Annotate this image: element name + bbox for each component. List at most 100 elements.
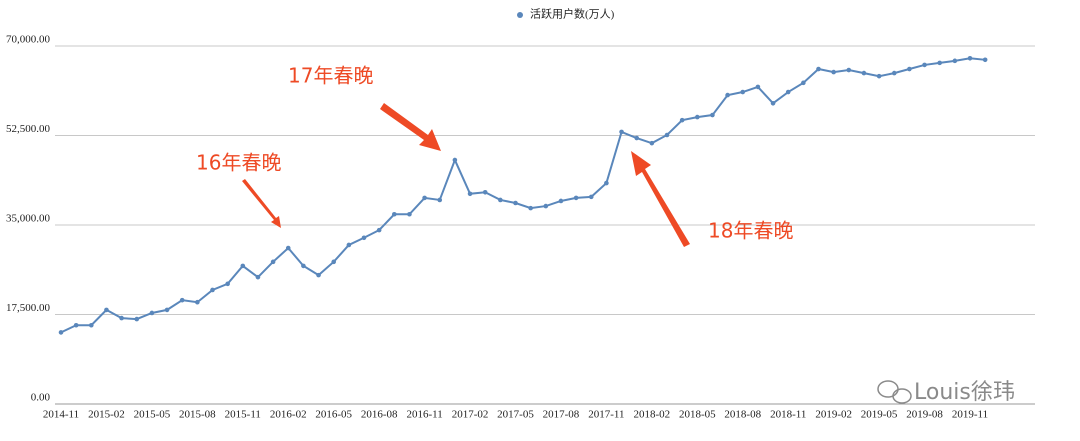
x-tick-label: 2018-11 (770, 409, 806, 421)
marker (967, 55, 973, 61)
legend-marker (517, 12, 523, 18)
marker (482, 189, 488, 195)
marker (422, 195, 427, 201)
marker (513, 200, 518, 206)
x-tick-label: 2015-02 (88, 409, 125, 421)
marker (937, 60, 942, 66)
x-tick-label: 2015-11 (225, 409, 261, 421)
marker (498, 197, 503, 203)
marker (437, 197, 443, 203)
arrow (380, 103, 441, 151)
arrow (242, 179, 281, 228)
x-tick-label: 2019-02 (815, 409, 852, 421)
y-tick-label: 17,500.00 (6, 302, 51, 314)
marker (301, 263, 306, 269)
marker (846, 67, 852, 73)
y-tick-label: 52,500.00 (6, 123, 51, 135)
marker (89, 322, 94, 328)
x-tick-label: 2015-05 (134, 409, 171, 421)
marker (695, 114, 700, 120)
marker (225, 281, 230, 287)
x-tick-label: 2017-11 (588, 409, 624, 421)
watermark: Louis徐玮 (914, 380, 1015, 405)
watermark-icon (877, 380, 912, 404)
marker (528, 205, 533, 211)
x-tick-label: 2016-05 (315, 409, 352, 421)
marker (270, 259, 276, 265)
annotation: 17年春晚 (288, 64, 373, 88)
marker (255, 274, 261, 280)
legend-label: 活跃用户数(万人) (530, 7, 615, 21)
x-tick-label: 2019-11 (952, 409, 988, 421)
marker (573, 195, 579, 201)
marker (634, 135, 639, 141)
line (60, 57, 986, 334)
marker (316, 272, 321, 278)
marker (725, 92, 730, 98)
arrow (631, 151, 690, 247)
marker (604, 180, 609, 186)
marker (210, 287, 215, 293)
marker (452, 157, 458, 163)
marker (785, 89, 791, 95)
marker (179, 297, 185, 303)
marker (331, 259, 337, 265)
marker (285, 245, 291, 251)
plot: 0.00 17,500.00 35,000.00 52,500.00 70,000.00… (6, 7, 1035, 421)
x-tick-label: 2016-02 (270, 409, 307, 421)
marker (164, 307, 170, 313)
y-tick-label: 0.00 (31, 392, 51, 404)
marker (876, 73, 882, 79)
x-tick-label: 2018-02 (634, 409, 671, 421)
marker (376, 227, 382, 233)
marker (922, 62, 927, 68)
x-tick-label: 2019-05 (861, 409, 898, 421)
marker (58, 330, 64, 335)
arrows (242, 103, 690, 247)
marker (588, 194, 594, 200)
x-tick-label: 2018-08 (724, 409, 761, 421)
marker (619, 129, 624, 135)
marker (543, 203, 549, 209)
marker (982, 57, 988, 63)
marker (240, 263, 246, 269)
x-tick-label: 2015-08 (179, 409, 216, 421)
marker (195, 299, 200, 305)
x-tick-label: 2016-08 (361, 409, 398, 421)
x-tick-label: 2018-05 (679, 409, 716, 421)
marker (649, 140, 655, 146)
marker (558, 198, 564, 204)
marker (149, 310, 155, 316)
marker (679, 117, 685, 123)
marker (119, 315, 124, 321)
marker (664, 132, 670, 138)
marker (740, 89, 746, 95)
marker (891, 70, 897, 76)
annotation: 18年春晚 (708, 219, 793, 243)
marker (407, 211, 412, 217)
marker (816, 66, 821, 72)
x-tick-label: 2019-08 (906, 409, 943, 421)
annotation: 16年春晚 (196, 151, 281, 175)
x-tick-label: 2016-11 (406, 409, 442, 421)
marker (861, 70, 867, 76)
marker (907, 66, 912, 72)
marker (361, 235, 367, 241)
y-tick-label: 35,000.00 (6, 213, 51, 225)
marker (831, 69, 836, 75)
marker (346, 242, 352, 248)
marker (710, 112, 715, 118)
x-tick-label: 2014-11 (43, 409, 79, 421)
marker (134, 316, 140, 322)
marker (392, 211, 397, 217)
x-tick-label: 2017-02 (452, 409, 489, 421)
marker (801, 80, 806, 86)
marker (73, 322, 79, 328)
marker (104, 307, 109, 313)
marker (755, 84, 761, 90)
y-tick-label: 70,000.00 (6, 34, 51, 46)
marker (467, 191, 473, 197)
marker (770, 100, 776, 106)
marker (952, 58, 958, 64)
